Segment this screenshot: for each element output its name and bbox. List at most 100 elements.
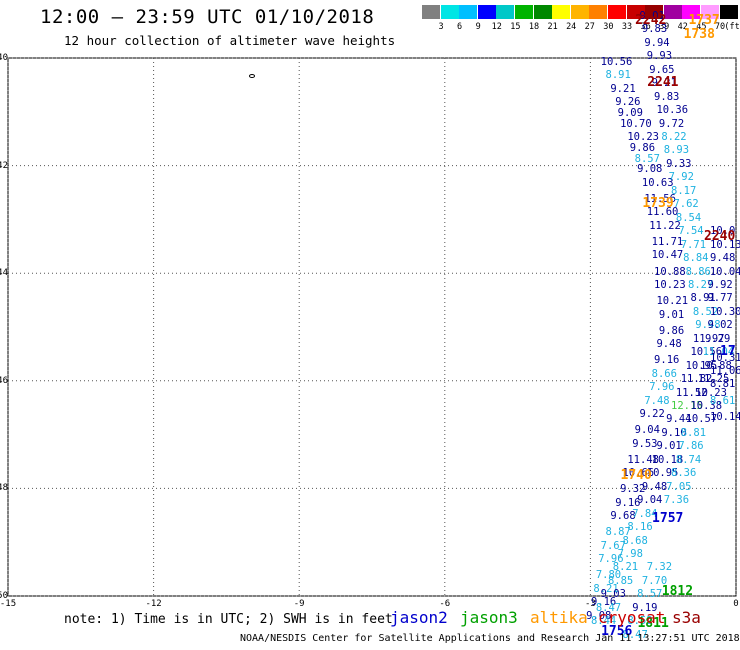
- wave-height-value: 8.21: [593, 582, 619, 595]
- wave-height-value: 8.27: [688, 278, 714, 291]
- wave-height-value: 9.01: [658, 308, 685, 321]
- wave-height-value: 9.03: [600, 588, 626, 601]
- wave-height-value: 10.56: [600, 55, 633, 68]
- longitude-label: -15: [0, 599, 17, 609]
- wave-height-value: 9.83: [641, 23, 668, 36]
- wave-height-value: 9.48: [710, 252, 736, 265]
- wave-height-value: 8.17: [671, 184, 697, 197]
- pass-time-label: 2242: [635, 13, 667, 29]
- legend-cryosat: cryosat: [598, 608, 666, 627]
- wave-height-value: 11.56: [644, 192, 676, 205]
- colorbar-swatch: [645, 5, 664, 19]
- wave-height-value: 9.08: [586, 609, 612, 622]
- wave-height-value: 9.33: [666, 157, 692, 170]
- pass-time-label: 1737: [688, 13, 720, 29]
- wave-height-value: 8.81: [710, 378, 736, 391]
- pass-time-label: 2241: [647, 75, 679, 91]
- wave-height-value: 8.87: [605, 526, 631, 539]
- wave-height-value: 10.38: [690, 400, 723, 412]
- wave-height-value: 8.57: [634, 152, 660, 165]
- wave-height-value: 10.0: [710, 225, 736, 238]
- wave-height-value: 7.86: [678, 440, 704, 453]
- wave-height-value: 9.21: [651, 77, 677, 90]
- wave-height-value: 10.70: [620, 117, 652, 130]
- wave-height-value: 8.66: [651, 367, 677, 380]
- wave-height-value: 7.48: [644, 394, 670, 407]
- wave-height-value: 8.16: [627, 521, 653, 534]
- latitude-label: -42: [0, 160, 8, 171]
- wave-height-value: 7.71: [680, 238, 707, 251]
- wave-height-value: 9.83: [654, 90, 680, 103]
- legend-altika: altika: [530, 608, 588, 627]
- wave-height-value: 10.88: [654, 265, 686, 278]
- wave-height-value: 8.61: [710, 394, 736, 407]
- colorbar-swatch: [496, 5, 515, 19]
- wave-height-value: 9.21: [610, 82, 636, 95]
- wave-height-value: 10.95: [646, 467, 679, 480]
- legend-jason3: jason3: [460, 608, 518, 627]
- wave-height-value: 9.22: [639, 408, 665, 421]
- wave-height-value: 9.92: [707, 278, 733, 291]
- wave-height-value: 9.26: [615, 96, 641, 109]
- colorbar-swatch: [440, 5, 459, 19]
- wave-height-value: 9.08: [637, 163, 663, 176]
- pass-time-label: 1811: [637, 615, 669, 631]
- wave-height-value: 7.62: [673, 198, 699, 211]
- wave-height-value: 9.02: [707, 319, 733, 332]
- pass-time-label: 17: [720, 344, 736, 360]
- map-title: 12:00 — 23:59 UTC 01/10/2018: [40, 6, 375, 28]
- wave-height-value: 11.60: [646, 206, 679, 219]
- latitude-label: -50: [0, 591, 8, 601]
- wave-height-value: 10.31: [710, 351, 740, 364]
- wave-height-value: 9.01: [656, 440, 682, 453]
- colorbar-swatch: [682, 5, 701, 19]
- longitude-label: -12: [145, 599, 162, 609]
- wave-height-value: 9.01: [639, 9, 665, 22]
- wave-height-value: 10.36: [656, 104, 689, 117]
- wave-height-value: 7.92: [668, 171, 694, 184]
- wave-height-value: 9.10: [661, 426, 687, 439]
- wave-height-value: 10.66: [622, 467, 655, 480]
- wave-height-value: 9.04: [634, 424, 660, 437]
- wave-height-value: 7.67: [600, 539, 626, 552]
- legend-s3a: s3a: [672, 608, 701, 627]
- wave-height-value: 9.94: [644, 36, 670, 49]
- wave-height-value: 7.54: [678, 225, 704, 238]
- units-note: note: 1) Time is in UTC; 2) SWH is in fe…: [64, 612, 393, 627]
- longitude-label: -3: [584, 599, 596, 609]
- wave-height-value: 10.13: [710, 238, 740, 251]
- wave-height-value: 11.04: [702, 346, 735, 359]
- colorbar-swatch: [570, 5, 589, 19]
- wave-height-value: 10.14: [710, 410, 740, 423]
- wave-height-value: 7.84: [632, 507, 658, 520]
- wave-height-value: 9.04: [637, 494, 663, 507]
- wave-height-value: 7.32: [646, 561, 673, 574]
- wave-height-value: 8.52: [692, 305, 719, 318]
- wave-height-value: 8.68: [622, 534, 648, 547]
- colorbar-swatch: [608, 5, 626, 19]
- wave-height-value: 11.82: [680, 373, 713, 386]
- colorbar-swatch: [477, 5, 496, 19]
- wave-height-value: 7.05: [666, 480, 692, 493]
- colorbar-swatch: [552, 5, 571, 19]
- colorbar-tick-label: 42: [677, 22, 688, 32]
- wave-height-value: 8.84: [683, 252, 709, 265]
- wave-height-value: 9.16: [615, 496, 641, 509]
- colorbar-tick-label: 3: [438, 22, 444, 32]
- colorbar-tick-label: 45: [696, 22, 707, 32]
- wave-height-value: 11.97: [692, 332, 725, 345]
- wave-height-value: 8.91: [605, 69, 631, 82]
- wave-height-value: 8.36: [671, 467, 697, 480]
- colorbar-swatch: [515, 5, 533, 19]
- pass-time-label: 1757: [652, 510, 684, 526]
- wave-height-value: 8.93: [663, 144, 690, 157]
- wave-height-value: 9.68: [610, 510, 636, 523]
- colorbar-tick-label: 15: [510, 22, 521, 32]
- wave-height-value: 10.95: [685, 359, 718, 372]
- wave-height-value: 9.86: [658, 324, 685, 337]
- colorbar-tick-label: 33: [621, 22, 633, 32]
- wave-height-value: 7.70: [641, 574, 668, 587]
- colorbar-tick-label: 24: [566, 22, 577, 32]
- wave-height-value: 9.19: [632, 601, 658, 614]
- wave-height-value: 9.16: [654, 354, 680, 367]
